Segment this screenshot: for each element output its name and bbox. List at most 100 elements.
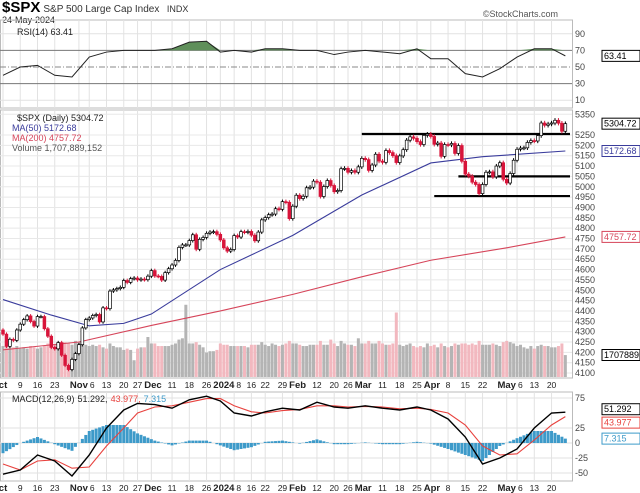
candle — [346, 167, 350, 173]
candle — [80, 327, 85, 346]
candle — [363, 158, 368, 160]
volume-bar — [229, 346, 233, 377]
candle — [215, 231, 219, 235]
macd-histogram-bar — [229, 443, 233, 449]
candle — [156, 275, 161, 278]
axis-labels: ct 9 16 23 Nov 6 13 20 27 Dec 11 18 26 2024 8 16 22 29 Feb… — [0, 29, 640, 493]
volume-bar — [381, 343, 384, 377]
macd-histogram-bar — [556, 434, 560, 443]
candle — [311, 180, 316, 188]
volume-bar — [115, 347, 119, 377]
volume-bar — [487, 344, 491, 377]
candle — [146, 275, 150, 281]
candle — [425, 133, 430, 136]
candle — [4, 333, 9, 347]
macd-histogram-bar — [205, 440, 209, 443]
candle — [84, 319, 88, 329]
candle — [529, 140, 533, 143]
candle — [46, 328, 50, 337]
volume-bar — [512, 343, 516, 377]
x-tick-label: Dec — [144, 380, 161, 391]
volume-bar — [501, 342, 505, 377]
x-tick-label: 20 — [547, 380, 557, 390]
volume-bar — [550, 347, 554, 377]
volume-bar — [539, 344, 543, 377]
volume-bar — [249, 344, 253, 377]
volume-bar — [312, 344, 315, 377]
volume-bar — [515, 346, 519, 377]
x-tick-label: Nov — [70, 380, 89, 391]
macd-histogram-bar — [415, 441, 419, 443]
x-tick-label: 15 — [461, 483, 471, 493]
macd-histogram-bar — [174, 443, 177, 445]
x-tick-label: 12 — [312, 380, 322, 390]
volume-bar — [136, 348, 140, 377]
macd-histogram-bar — [477, 443, 481, 460]
candle — [418, 141, 423, 145]
macd-histogram-bar — [336, 443, 340, 445]
ma200-legend: MA(200) 4757.72 — [12, 133, 82, 143]
volume-bar — [477, 340, 481, 377]
candle — [322, 186, 326, 197]
x-tick-label: 16 — [33, 380, 43, 390]
volume-bar — [180, 338, 184, 377]
volume-bar — [367, 340, 371, 377]
volume-bar — [391, 343, 395, 377]
macd-histogram-bar — [501, 443, 505, 445]
volume-bar — [156, 346, 160, 377]
gridlines — [0, 19, 573, 482]
macd-histogram-bar — [232, 443, 236, 451]
macd-histogram-bar — [246, 443, 250, 448]
candle — [435, 142, 440, 145]
volume-bar — [491, 343, 495, 377]
volume-bar — [163, 346, 167, 377]
volume-bar — [284, 343, 288, 377]
candle — [449, 143, 454, 146]
volume-bar — [408, 343, 412, 377]
macd-histogram-bar — [256, 443, 260, 445]
macd-histogram-bar — [156, 441, 160, 443]
candle — [28, 315, 33, 322]
candle — [411, 136, 416, 139]
x-tick-label: 2024 — [213, 483, 235, 493]
x-tick-label: 22 — [260, 483, 270, 493]
candle — [477, 184, 481, 194]
x-tick-label: 23 — [50, 380, 60, 390]
volume-last-value: 1707889 — [604, 350, 639, 360]
macd-histogram-bar — [270, 441, 274, 443]
volume-bar — [129, 349, 133, 377]
candle — [15, 329, 19, 341]
price-tick-label: 4250 — [575, 337, 595, 347]
volume-bar — [470, 343, 474, 377]
volume-bar — [246, 347, 250, 377]
ma50-last-value-box — [601, 145, 640, 158]
x-tick-label: 8 — [446, 380, 451, 390]
volume-bar — [553, 347, 557, 377]
volume-bar — [398, 344, 402, 377]
macd-histogram-bar — [32, 438, 36, 443]
candle — [508, 173, 512, 184]
volume-bar — [49, 343, 53, 377]
x-tick-label: 22 — [260, 380, 270, 390]
macd-histogram-bar — [94, 428, 98, 443]
macd-histogram-bar — [412, 442, 416, 443]
macd-histogram-bar — [443, 443, 447, 448]
macd-histogram-bar — [111, 425, 115, 443]
price-tick-label: 5100 — [575, 161, 595, 171]
candle — [484, 171, 488, 185]
volume-bar — [94, 346, 98, 377]
volume-bar — [346, 344, 350, 377]
macd-histogram-bar — [87, 431, 91, 443]
candle — [463, 160, 468, 175]
macd-histogram-bar — [56, 443, 60, 446]
volume-bar — [36, 348, 39, 377]
volume-bar — [450, 346, 453, 377]
candle — [470, 175, 474, 183]
candle — [170, 264, 174, 270]
volume-bar — [546, 346, 550, 377]
volume-bar — [474, 344, 478, 377]
macd-last-value: 51.292 — [604, 404, 632, 414]
volume-bar — [422, 347, 426, 377]
volume-bar — [142, 347, 146, 377]
candle — [149, 270, 154, 277]
